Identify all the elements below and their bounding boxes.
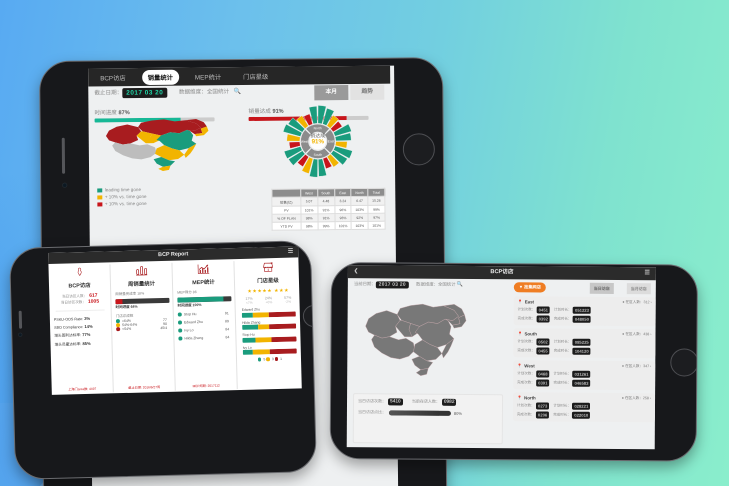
- svg-text:North: North: [314, 126, 322, 130]
- svg-text:South: South: [314, 153, 323, 157]
